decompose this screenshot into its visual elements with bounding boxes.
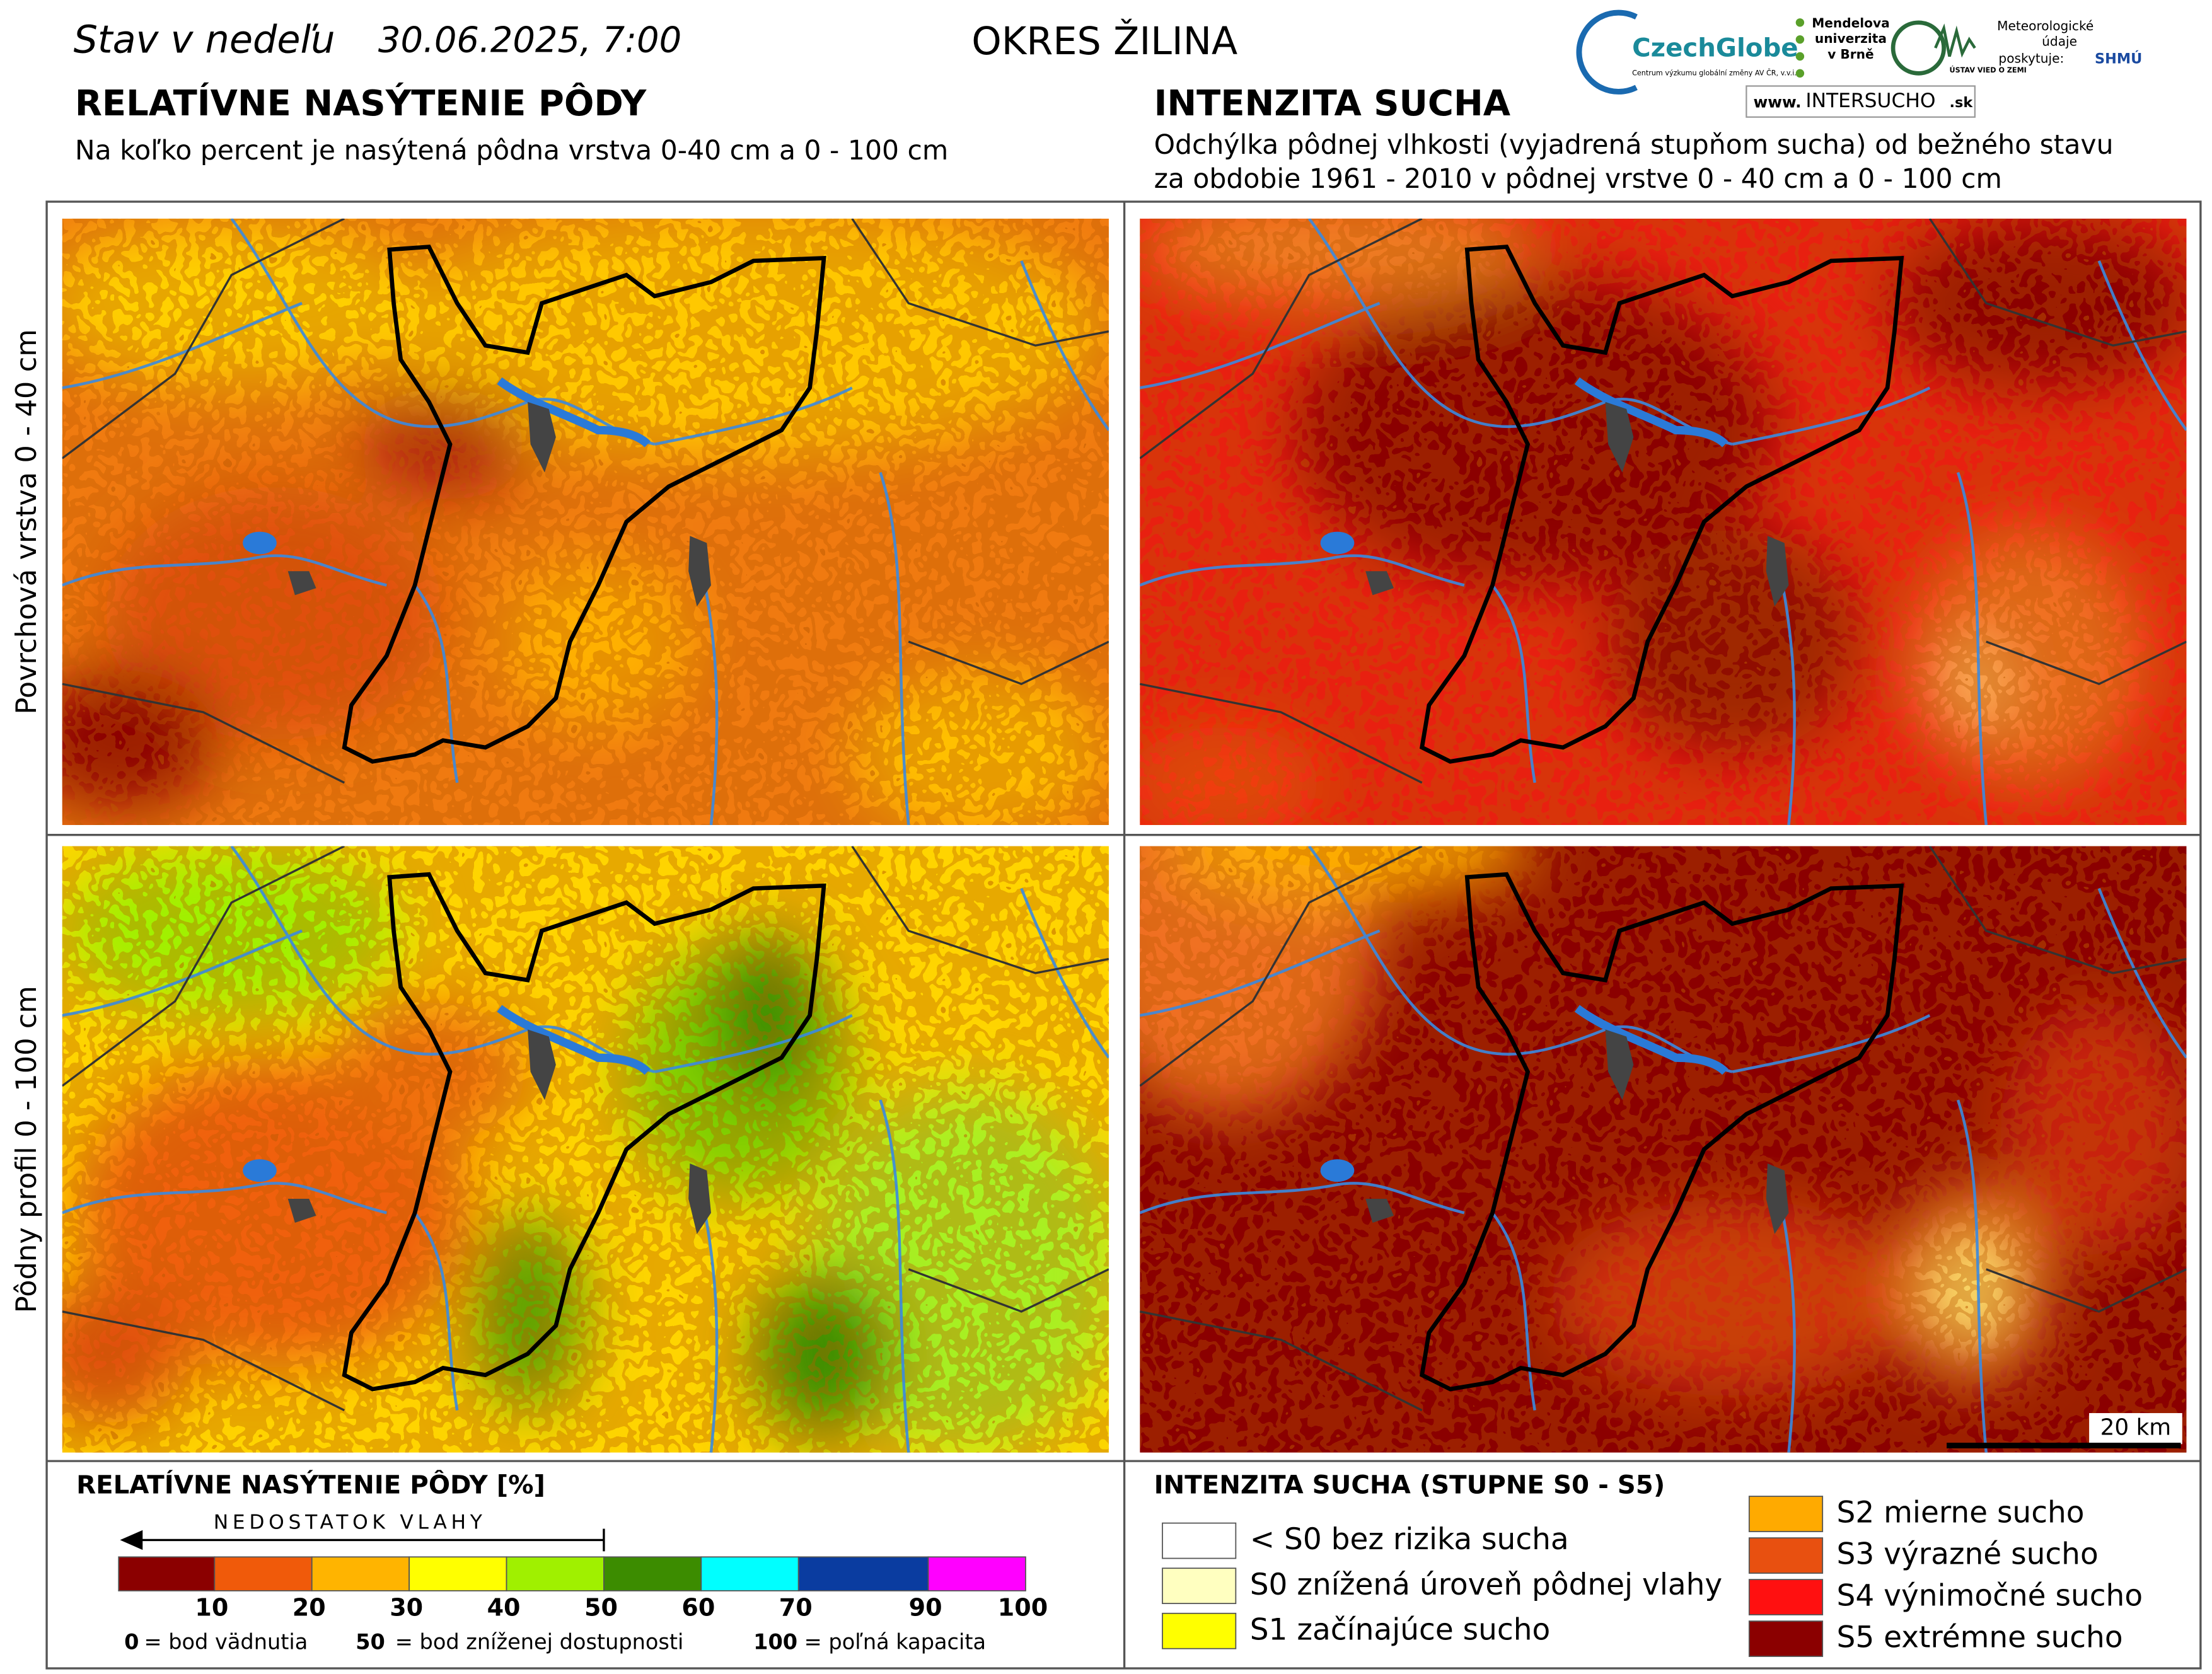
- map-saturation-topsoil: [62, 218, 1109, 825]
- logo-mendel-2: univerzita: [1815, 31, 1887, 46]
- region: OKRES ŽILINA: [971, 18, 1237, 64]
- left-subtitle: Na koľko percent je nasýtená pôdna vrstv…: [75, 136, 948, 166]
- legend-saturation: 10 20 30 40 50 60 70 90 100 0 = bod vädnutia 50 = bo…: [118, 1556, 1048, 1654]
- legend-item-label: S1 začínajúce sucho: [1250, 1612, 1551, 1647]
- legend-note-value: 0: [124, 1629, 139, 1654]
- legend-tick-label: 90: [909, 1594, 942, 1622]
- legend-note-text: = poľná kapacita: [804, 1629, 986, 1654]
- legend-swatch: [1748, 1496, 1824, 1532]
- legend-note-text: = bod zníženej dostupnosti: [395, 1629, 684, 1654]
- map-saturation-profile: [62, 846, 1109, 1453]
- legend-note-value: 50: [356, 1629, 385, 1654]
- logo-uvz: ÚSTAV VIED O ZEMI: [1950, 66, 2027, 74]
- legend-swatch: [118, 1556, 216, 1591]
- scale-bar-label: 20 km: [2100, 1415, 2172, 1441]
- day-label: Stav v nedeľu: [74, 18, 335, 62]
- legend-item-label: S5 extrémne sucho: [1837, 1620, 2123, 1655]
- left-title: RELATÍVNE NASÝTENIE PÔDY: [75, 83, 647, 124]
- legend-swatch: [797, 1556, 929, 1591]
- right-title: INTENZITA SUCHA: [1154, 83, 1510, 124]
- logo-czechglobe-sub: Centrum výzkumu globální změny AV ČR, v.…: [1632, 69, 1797, 77]
- logo-czechglobe: CzechGlobe: [1632, 33, 1798, 62]
- logo-meteo-2: údaje: [2042, 34, 2077, 49]
- legend-item-label: S4 výnimočné sucho: [1837, 1579, 2143, 1613]
- legend-saturation-title: RELATÍVNE NASÝTENIE PÔDY [%]: [76, 1469, 545, 1499]
- right-subtitle-1: Odchýlka pôdnej vlhkosti (vyjadrená stup…: [1154, 130, 2114, 161]
- legend-swatch: [700, 1556, 799, 1591]
- logo-www: www.: [1754, 93, 1802, 111]
- legend-tick-label: 100: [998, 1594, 1048, 1622]
- legend-tick-label: 50: [584, 1594, 618, 1622]
- legend-swatch: [1162, 1567, 1237, 1605]
- logos: CzechGlobe Centrum výzkumu globální změn…: [1576, 9, 2142, 118]
- legend-swatch: [408, 1556, 507, 1591]
- legend-swatch: [603, 1556, 702, 1591]
- row-label-bottom: Pôdny profil 0 - 100 cm: [9, 986, 43, 1313]
- legend-item-label: S3 výrazné sucho: [1837, 1537, 2099, 1572]
- legend-tick-label: 70: [779, 1594, 813, 1622]
- logo-shmu: SHMÚ: [2095, 49, 2142, 67]
- legend-item-label: S0 znížená úroveň pôdnej vlahy: [1250, 1567, 1723, 1602]
- map-drought-topsoil: [1140, 218, 2187, 825]
- right-subtitle-2: za obdobie 1961 - 2010 v pôdnej vrstve 0…: [1154, 164, 2002, 195]
- legend-swatch: [927, 1556, 1026, 1591]
- logo-sk: .sk: [1950, 95, 1974, 111]
- row-label-top: Povrchová vrstva 0 - 40 cm: [9, 329, 43, 714]
- legend-tick-label: 30: [390, 1594, 423, 1622]
- legend-tick-label: 40: [487, 1594, 521, 1622]
- legend-saturation-arrow: NEDOSTATOK VLAHY: [214, 1511, 487, 1534]
- legend-swatch: [1162, 1522, 1237, 1559]
- legend-note-text: = bod vädnutia: [144, 1629, 308, 1654]
- logo-mendel-1: Mendelova: [1812, 16, 1889, 31]
- scale-bar: [1947, 1443, 2181, 1448]
- legend-swatch: [506, 1556, 605, 1591]
- legend-drought: < S0 bez rizika sucha S0 znížená úroveň p…: [1162, 1496, 2143, 1657]
- legend-tick-label: 10: [195, 1594, 228, 1622]
- legend-swatch: [1748, 1579, 1824, 1615]
- legend-tick-label: 60: [681, 1594, 715, 1622]
- legend-tick-label: 20: [292, 1594, 326, 1622]
- map-drought-profile: [1140, 846, 2187, 1453]
- logo-meteo-1: Meteorologické: [1997, 18, 2093, 33]
- legend-note-value: 100: [753, 1629, 797, 1654]
- legend-item-label: S2 mierne sucho: [1837, 1496, 2085, 1530]
- logo-intersucho: INTERSUCHO: [1805, 89, 1935, 112]
- logo-mendel-3: v Brně: [1827, 47, 1873, 62]
- legend-swatch: [1748, 1537, 1824, 1574]
- datetime: 30.06.2025, 7:00: [378, 20, 681, 61]
- logo-meteo-3: poskytuje:: [1998, 50, 2064, 66]
- legend-swatch: [1748, 1620, 1824, 1657]
- legend-drought-title: INTENZITA SUCHA (STUPNE S0 - S5): [1154, 1470, 1665, 1499]
- legend-swatch: [214, 1556, 313, 1591]
- legend-swatch: [311, 1556, 410, 1591]
- legend-item-label: < S0 bez rizika sucha: [1250, 1522, 1569, 1557]
- legend-swatch: [1162, 1612, 1237, 1649]
